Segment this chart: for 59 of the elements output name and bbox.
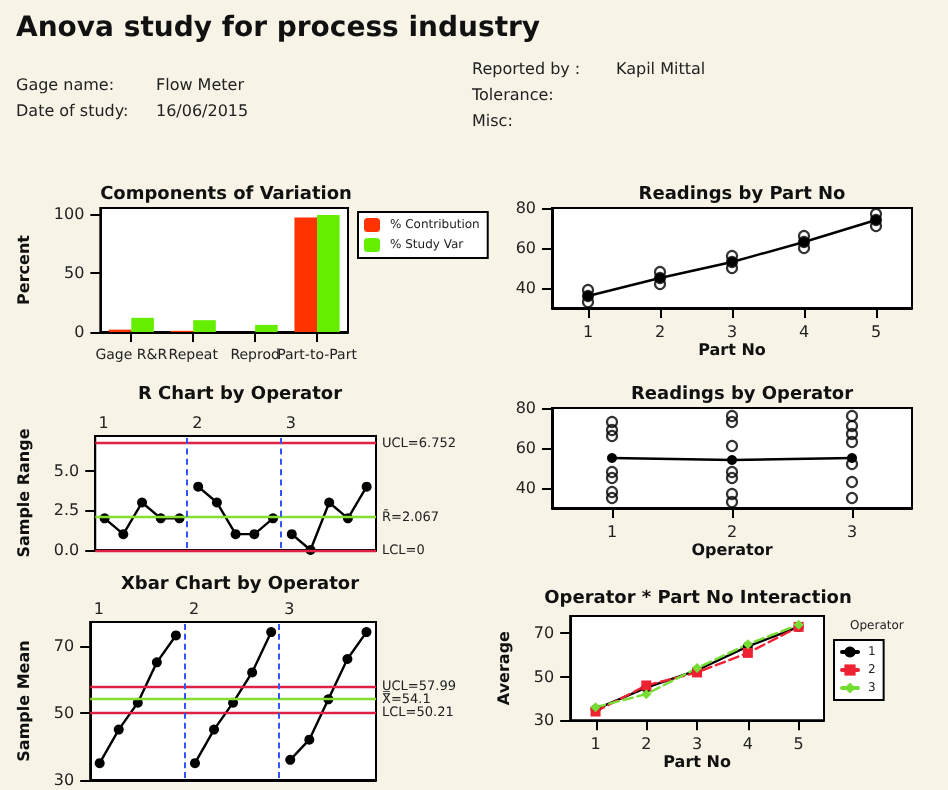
text: Gage name: <box>16 76 115 94</box>
text: 2 <box>192 414 203 432</box>
chart-title: Readings by Operator <box>630 385 855 405</box>
text: 1 <box>98 414 109 432</box>
y-tick-label: 60 <box>515 239 536 257</box>
y-tick-label: 40 <box>515 279 536 297</box>
y-axis-title: Sample Range <box>15 427 33 558</box>
y-tick-label: 0 <box>74 323 85 341</box>
y-tick-label: 80 <box>515 399 536 417</box>
y-tick-label: 80 <box>515 199 536 217</box>
text: Kapil Mittal <box>616 60 706 78</box>
y-axis-title: Average <box>495 629 513 706</box>
x-tick-label: 3 <box>726 323 738 341</box>
y-tick-label: 50 <box>533 667 555 686</box>
text: Flow Meter <box>156 76 244 94</box>
x-tick-label: 4 <box>742 735 753 754</box>
x-tick-label: 5 <box>793 735 804 754</box>
chart-title: R Chart by Operator <box>137 385 344 405</box>
text: 16/06/2015 <box>156 102 249 120</box>
y-tick-label: 100 <box>53 204 85 223</box>
text: Misc: <box>472 112 513 130</box>
x-tick-label: 2 <box>726 523 738 541</box>
text: Reported by : <box>472 60 581 78</box>
y-tick-label: 30 <box>533 711 555 730</box>
x-tick-label: 2 <box>641 735 652 754</box>
y-tick-label: 30 <box>53 771 75 789</box>
y-tick-label: 50 <box>63 263 85 282</box>
y-tick-label: 40 <box>515 479 536 497</box>
x-axis-title: Part No <box>698 340 767 359</box>
y-tick-label: 60 <box>515 439 536 457</box>
text: 3 <box>284 600 295 618</box>
y-tick-label: 2.5 <box>53 501 80 520</box>
chart-title: Operator * Part No Interaction <box>544 589 852 609</box>
y-axis-title: Percent <box>15 234 33 305</box>
x-axis-title: Part No <box>663 753 732 771</box>
y-tick-label: 0.0 <box>53 541 80 559</box>
x-tick-label: 1 <box>582 323 594 341</box>
y-tick-label: 70 <box>533 624 555 643</box>
text: Tolerance: <box>472 86 554 104</box>
y-tick-label: 70 <box>53 636 75 655</box>
x-tick-label: 4 <box>798 323 810 341</box>
text: 3 <box>285 414 296 432</box>
x-tick-label: 1 <box>606 523 618 541</box>
y-tick-label: 50 <box>53 703 75 722</box>
x-tick-label: 1 <box>590 735 601 754</box>
chart-title: Readings by Part No <box>638 185 846 205</box>
chart-title: Xbar Chart by Operator <box>120 575 361 595</box>
x-tick-label: 2 <box>654 323 666 341</box>
y-tick-label: 5.0 <box>53 461 80 480</box>
chart-title: Components of Variation <box>100 185 352 205</box>
y-axis-title: Sample Mean <box>15 639 33 762</box>
text: 1 <box>93 600 104 618</box>
x-tick-label: 5 <box>870 323 882 341</box>
text: Anova study for process industry <box>16 12 541 44</box>
x-tick-label: 3 <box>691 735 703 754</box>
text: 2 <box>188 600 200 618</box>
text: Date of study: <box>16 102 129 120</box>
x-axis-title: Operator <box>691 540 773 559</box>
x-tick-label: 3 <box>846 523 858 541</box>
